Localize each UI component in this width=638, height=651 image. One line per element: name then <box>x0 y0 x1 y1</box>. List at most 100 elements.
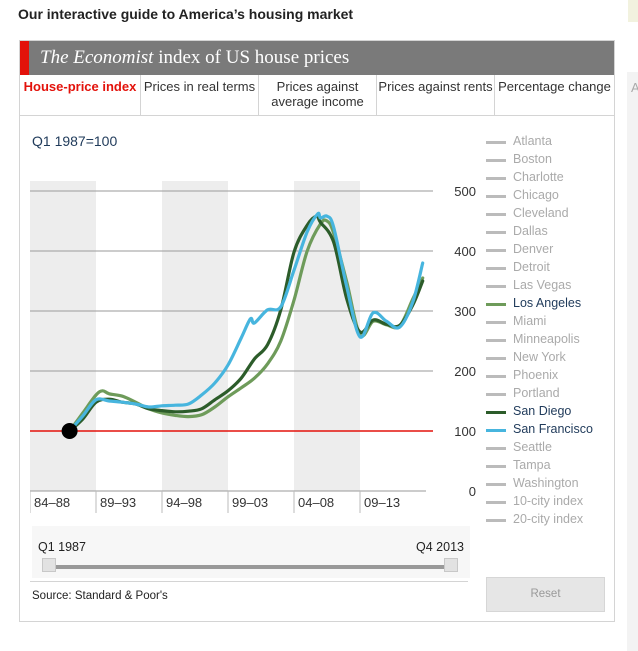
legend-item[interactable]: Cleveland <box>486 206 612 224</box>
legend-item[interactable]: Tampa <box>486 458 612 476</box>
legend-swatch <box>486 285 506 288</box>
corner-decoration <box>628 0 638 22</box>
tab-prices-real-terms[interactable]: Prices in real terms <box>140 75 258 115</box>
legend-label: Miami <box>513 314 547 328</box>
title-accent-bar <box>20 41 29 75</box>
legend-swatch <box>486 519 506 522</box>
legend-label: Detroit <box>513 260 550 274</box>
x-tick-label: 84–88 <box>34 495 70 510</box>
legend-label: Chicago <box>513 188 559 202</box>
legend-swatch <box>486 303 506 306</box>
legend-label: San Diego <box>513 404 572 418</box>
price-index-chart: 0 100 200 300 400 500 84–88 89–93 94–98 99–03 04–0… <box>30 181 476 513</box>
legend-item[interactable]: Los Angeles <box>486 296 612 314</box>
legend-item[interactable]: 20-city index <box>486 512 612 530</box>
y-tick-label: 500 <box>454 184 476 199</box>
x-tick-label: 09–13 <box>364 495 400 510</box>
legend-item[interactable]: Chicago <box>486 188 612 206</box>
x-tick-label: 99–03 <box>232 495 268 510</box>
legend-item[interactable]: Washington <box>486 476 612 494</box>
y-tick-label: 0 <box>469 484 476 499</box>
legend-item[interactable]: Seattle <box>486 440 612 458</box>
page-headline: Our interactive guide to America’s housi… <box>18 6 354 22</box>
legend-label: Seattle <box>513 440 552 454</box>
slider-end-label: Q4 2013 <box>416 540 464 554</box>
slider-start-handle[interactable] <box>42 558 56 572</box>
widget-title: The Economist index of US house prices <box>40 47 349 69</box>
period-band <box>30 181 96 491</box>
legend-swatch <box>486 231 506 234</box>
widget-title-publication: The Economist <box>40 47 154 68</box>
y-tick-label: 300 <box>454 304 476 319</box>
legend-label: Minneapolis <box>513 332 580 346</box>
y-tick-label: 200 <box>454 364 476 379</box>
legend-label: Los Angeles <box>513 296 582 310</box>
legend-swatch <box>486 141 506 144</box>
legend-item[interactable]: Phoenix <box>486 368 612 386</box>
legend-label: New York <box>513 350 566 364</box>
legend-item[interactable]: 10-city index <box>486 494 612 512</box>
legend-label: Washington <box>513 476 579 490</box>
legend-item[interactable]: Minneapolis <box>486 332 612 350</box>
legend-item[interactable]: Boston <box>486 152 612 170</box>
legend-swatch <box>486 393 506 396</box>
slider-end-handle[interactable] <box>444 558 458 572</box>
index-base-note: Q1 1987=100 <box>32 133 118 149</box>
legend-item[interactable]: New York <box>486 350 612 368</box>
time-range-slider: Q1 1987 Q4 2013 <box>32 526 470 578</box>
legend-swatch <box>486 249 506 252</box>
legend-item[interactable]: Denver <box>486 242 612 260</box>
legend-label: Atlanta <box>513 134 552 148</box>
legend-item[interactable]: Dallas <box>486 224 612 242</box>
legend-swatch <box>486 465 506 468</box>
start-point-marker <box>61 423 78 439</box>
legend-label: Denver <box>513 242 554 256</box>
legend-swatch <box>486 195 506 198</box>
legend-label: Dallas <box>513 224 548 238</box>
tab-percentage-change[interactable]: Percentage change <box>494 75 614 115</box>
tab-house-price-index[interactable]: House-price index <box>23 79 137 94</box>
source-divider <box>30 581 468 582</box>
legend-label: 10-city index <box>513 494 584 508</box>
legend-label: Portland <box>513 386 560 400</box>
legend-label: Boston <box>513 152 552 166</box>
slider-start-label: Q1 1987 <box>38 540 86 554</box>
legend-swatch <box>486 321 506 324</box>
legend-swatch <box>486 177 506 180</box>
legend-swatch <box>486 483 506 486</box>
city-legend: Atlanta Boston Charlotte Chicago Cleveland Da… <box>486 134 612 530</box>
legend-swatch <box>486 357 506 360</box>
legend-label: 20-city index <box>513 512 584 526</box>
legend-label: Las Vegas <box>513 278 572 292</box>
legend-item[interactable]: San Francisco <box>486 422 612 440</box>
x-tick-label: 04–08 <box>298 495 334 510</box>
price-index-widget: The Economist index of US house prices H… <box>19 40 615 622</box>
source-note: Source: Standard & Poor's <box>32 590 168 602</box>
y-tick-label: 100 <box>454 424 476 439</box>
series-line-san-francisco <box>68 211 425 433</box>
legend-item[interactable]: Detroit <box>486 260 612 278</box>
tab-prices-against-rents[interactable]: Prices against rents <box>376 75 494 115</box>
legend-swatch <box>486 213 506 216</box>
widget-title-text: index of US house prices <box>153 47 350 68</box>
legend-item[interactable]: Las Vegas <box>486 278 612 296</box>
side-panel <box>627 72 638 651</box>
side-panel-letter: A <box>631 80 638 95</box>
tab-bar: House-price index Prices in real terms P… <box>20 75 614 116</box>
legend-swatch <box>486 267 506 270</box>
legend-swatch <box>486 411 506 414</box>
legend-label: San Francisco <box>513 422 593 436</box>
legend-item[interactable]: Charlotte <box>486 170 612 188</box>
x-tick-label: 89–93 <box>100 495 136 510</box>
legend-item[interactable]: San Diego <box>486 404 612 422</box>
legend-swatch <box>486 501 506 504</box>
period-band <box>294 181 360 491</box>
slider-track[interactable] <box>46 565 454 569</box>
reset-button[interactable]: Reset <box>486 577 605 612</box>
tab-prices-against-income[interactable]: Prices against average income <box>258 75 376 115</box>
legend-swatch <box>486 429 506 432</box>
legend-item[interactable]: Portland <box>486 386 612 404</box>
legend-label: Phoenix <box>513 368 559 382</box>
legend-item[interactable]: Atlanta <box>486 134 612 152</box>
legend-item[interactable]: Miami <box>486 314 612 332</box>
